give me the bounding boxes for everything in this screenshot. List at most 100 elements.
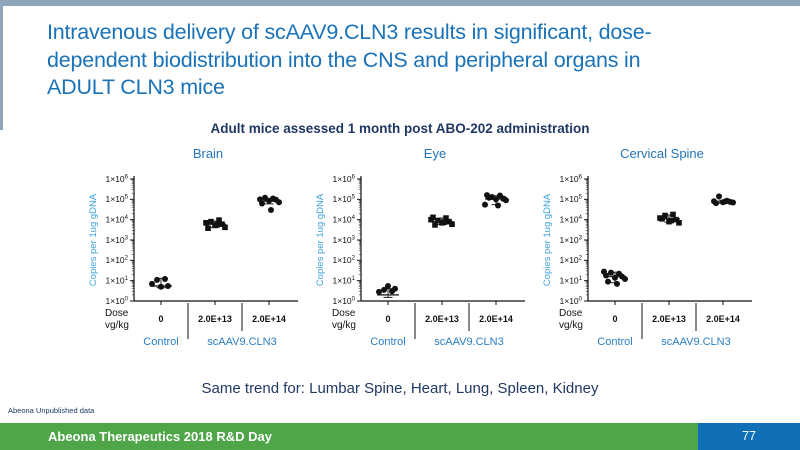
data-point: [673, 216, 679, 223]
eye-chart-block: Eye 1×100 1×101 1×102 1×103 1×104 1×105 1×106 C…: [313, 146, 531, 358]
data-point: [716, 193, 722, 200]
dose-label: 0: [158, 314, 163, 324]
dose-label: 2.0E+13: [425, 314, 459, 324]
y-tick-label: 1×105: [106, 194, 129, 204]
data-point: [203, 220, 209, 226]
control-group-label: Control: [370, 336, 405, 348]
data-point: [385, 282, 391, 289]
y-tick-label: 1×103: [333, 235, 356, 245]
data-point: [493, 196, 499, 203]
brain-chart: 1×100 1×101 1×102 1×103 1×104 1×105 1×106 Copie…: [88, 174, 298, 348]
y-tick-label: 1×101: [560, 275, 583, 285]
data-point: [441, 219, 447, 226]
data-point: [622, 276, 628, 283]
y-tick-label: 1×105: [560, 194, 583, 204]
y-tick-label: 1×102: [333, 255, 356, 265]
dose-label: 0: [612, 314, 617, 324]
data-point: [435, 217, 441, 224]
dose-label: 2.0E+13: [198, 314, 232, 324]
slide-title-line-1: Intravenous delivery of scAAV9.CLN3 resu…: [47, 20, 652, 44]
charts-row: Brain 1×100 1×101 1×102 1×103 1×104 1×105 1×10…: [86, 146, 758, 358]
data-point: [612, 274, 618, 281]
data-point: [149, 280, 155, 287]
cervical-spine-chart: 1×100 1×101 1×102 1×103 1×104 1×105 1×106 Copie…: [542, 174, 752, 348]
data-point: [392, 285, 398, 292]
eye-chart: 1×100 1×101 1×102 1×103 1×104 1×105 1×106 Copie…: [315, 174, 525, 348]
treatment-group-label: scAAV9.CLN3: [207, 336, 277, 348]
page-number: 77: [698, 423, 800, 450]
y-tick-label: 1×101: [333, 275, 356, 285]
data-point: [154, 276, 160, 283]
x-axis-title-line-1: Dose: [559, 308, 583, 319]
top-accent-bar: [0, 0, 800, 6]
data-point: [443, 215, 449, 221]
slide-title-line-3: ADULT CLN3 mice: [47, 75, 225, 99]
y-axis-title: Copies per 1ug gDNA: [542, 193, 553, 286]
brain-chart-title: Brain: [192, 146, 224, 161]
y-tick-label: 1×103: [560, 235, 583, 245]
same-trend-note: Same trend for: Lumbar Spine, Heart, Lun…: [201, 380, 599, 397]
y-tick-label: 1×106: [333, 174, 356, 184]
dose-label: 2.0E+13: [652, 314, 686, 324]
y-tick-label: 1×101: [106, 275, 129, 285]
footer-banner-text: Abeona Therapeutics 2018 R&D Day: [48, 429, 272, 444]
data-point: [449, 221, 455, 227]
y-tick-label: 1×102: [560, 255, 583, 265]
y-axis-title: Copies per 1ug gDNA: [315, 193, 326, 286]
data-point: [376, 288, 382, 295]
eye-chart-title: Eye: [423, 146, 447, 161]
y-tick-label: 1×102: [106, 255, 129, 265]
control-group-label: Control: [597, 336, 632, 348]
control-group-label: Control: [143, 336, 178, 348]
slide-title-line-2: dependent biodistribution into the CNS a…: [47, 47, 641, 72]
data-point: [601, 268, 607, 275]
brain-chart-block: Brain 1×100 1×101 1×102 1×103 1×104 1×105 1×10…: [86, 146, 304, 358]
data-point: [722, 198, 728, 205]
x-axis-title-line-2: vg/kg: [332, 320, 356, 331]
y-tick-label: 1×104: [333, 214, 356, 224]
cervical-spine-chart-title: Cervical Spine: [620, 146, 704, 161]
y-tick-label: 1×106: [560, 174, 583, 184]
dose-label: 2.0E+14: [479, 314, 513, 324]
y-tick-label: 1×100: [106, 296, 129, 306]
data-point: [208, 218, 214, 225]
data-point: [659, 216, 665, 222]
data-point: [486, 194, 492, 201]
data-point: [381, 286, 387, 293]
data-point: [605, 278, 611, 285]
y-tick-label: 1×103: [106, 235, 129, 245]
data-point: [158, 283, 164, 290]
footer-banner: Abeona Therapeutics 2018 R&D Day: [0, 423, 698, 450]
x-axis-title-line-1: Dose: [332, 308, 356, 319]
data-point: [501, 195, 507, 202]
data-point: [495, 202, 501, 209]
data-point: [216, 217, 222, 223]
dose-label: 2.0E+14: [706, 314, 740, 324]
y-axis-title: Copies per 1ug gDNA: [88, 193, 99, 286]
data-point: [670, 211, 676, 218]
data-point: [268, 206, 274, 213]
data-point: [608, 269, 614, 276]
data-point: [428, 216, 434, 223]
data-point: [676, 220, 682, 226]
footnote: Abeona Unpublished data: [8, 406, 95, 415]
dose-label: 0: [385, 314, 390, 324]
y-tick-label: 1×104: [106, 214, 129, 224]
data-point: [266, 197, 272, 204]
data-point: [614, 280, 620, 287]
data-point: [259, 200, 265, 207]
footer-bar: Abeona Therapeutics 2018 R&D Day 77: [0, 423, 800, 450]
data-point: [214, 221, 220, 228]
data-point: [730, 199, 736, 206]
data-point: [219, 221, 225, 227]
y-tick-label: 1×100: [333, 296, 356, 306]
data-point: [446, 218, 452, 225]
data-point: [205, 225, 211, 232]
subtitle: Adult mice assessed 1 month post ABO-202…: [210, 121, 590, 136]
data-point: [162, 276, 168, 283]
data-point: [482, 201, 488, 208]
data-point: [222, 224, 228, 231]
y-tick-label: 1×100: [560, 296, 583, 306]
dose-label: 2.0E+14: [252, 314, 286, 324]
data-point: [713, 200, 719, 207]
